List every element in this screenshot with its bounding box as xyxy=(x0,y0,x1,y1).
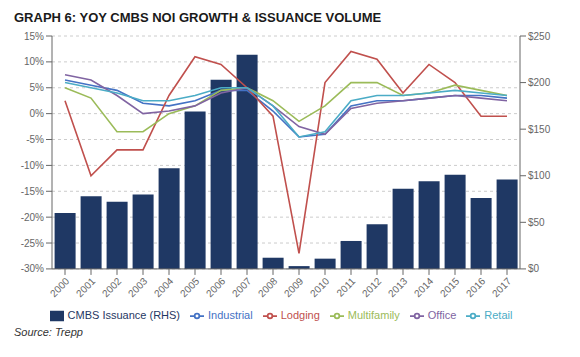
html-text:Multifamily: Multifamily xyxy=(347,308,400,321)
svg-text:2002: 2002 xyxy=(100,275,124,299)
svg-text:2003: 2003 xyxy=(126,275,150,299)
html-text:Industrial: Industrial xyxy=(208,308,253,321)
svg-text:0%: 0% xyxy=(30,108,45,119)
svg-text:2016: 2016 xyxy=(464,275,488,299)
svg-text:2013: 2013 xyxy=(386,275,410,299)
svg-text:-30%: -30% xyxy=(21,263,44,274)
svg-text:2011: 2011 xyxy=(334,275,357,298)
svg-text:$100: $100 xyxy=(528,170,551,181)
html-text:Source: Trepp: Source: Trepp xyxy=(14,326,83,338)
svg-text:-10%: -10% xyxy=(21,160,44,171)
svg-text:$150: $150 xyxy=(528,124,551,135)
svg-text:2008: 2008 xyxy=(256,275,280,299)
svg-text:2012: 2012 xyxy=(360,275,384,299)
svg-text:-20%: -20% xyxy=(21,212,44,223)
svg-text:2005: 2005 xyxy=(178,275,202,299)
html-text:Office: Office xyxy=(427,308,457,321)
html-text:Lodging: Lodging xyxy=(280,308,320,321)
html-text:Retail: Retail xyxy=(484,308,513,321)
svg-text:$0: $0 xyxy=(528,263,540,274)
svg-text:$250: $250 xyxy=(528,31,551,42)
svg-text:10%: 10% xyxy=(24,56,44,67)
svg-text:2014: 2014 xyxy=(412,275,436,299)
svg-text:-25%: -25% xyxy=(21,238,44,249)
svg-text:2017: 2017 xyxy=(490,275,514,299)
svg-text:5%: 5% xyxy=(30,82,45,93)
svg-text:2006: 2006 xyxy=(204,275,228,299)
html-text:GRAPH 6: YOY CMBS NOI GROWTH &: GRAPH 6: YOY CMBS NOI GROWTH & ISSUANCE … xyxy=(14,10,382,25)
svg-text:2001: 2001 xyxy=(74,275,98,299)
svg-text:$200: $200 xyxy=(528,77,551,88)
svg-text:2010: 2010 xyxy=(308,275,332,299)
svg-text:2007: 2007 xyxy=(230,275,254,299)
svg-text:-5%: -5% xyxy=(26,134,44,145)
svg-text:2000: 2000 xyxy=(48,275,72,299)
svg-text:15%: 15% xyxy=(24,31,44,42)
svg-text:2015: 2015 xyxy=(438,275,462,299)
svg-text:$50: $50 xyxy=(528,217,545,228)
svg-text:2004: 2004 xyxy=(152,275,176,299)
html-text:CMBS Issuance (RHS): CMBS Issuance (RHS) xyxy=(67,308,180,321)
svg-text:2009: 2009 xyxy=(282,275,306,299)
svg-text:-15%: -15% xyxy=(21,186,44,197)
